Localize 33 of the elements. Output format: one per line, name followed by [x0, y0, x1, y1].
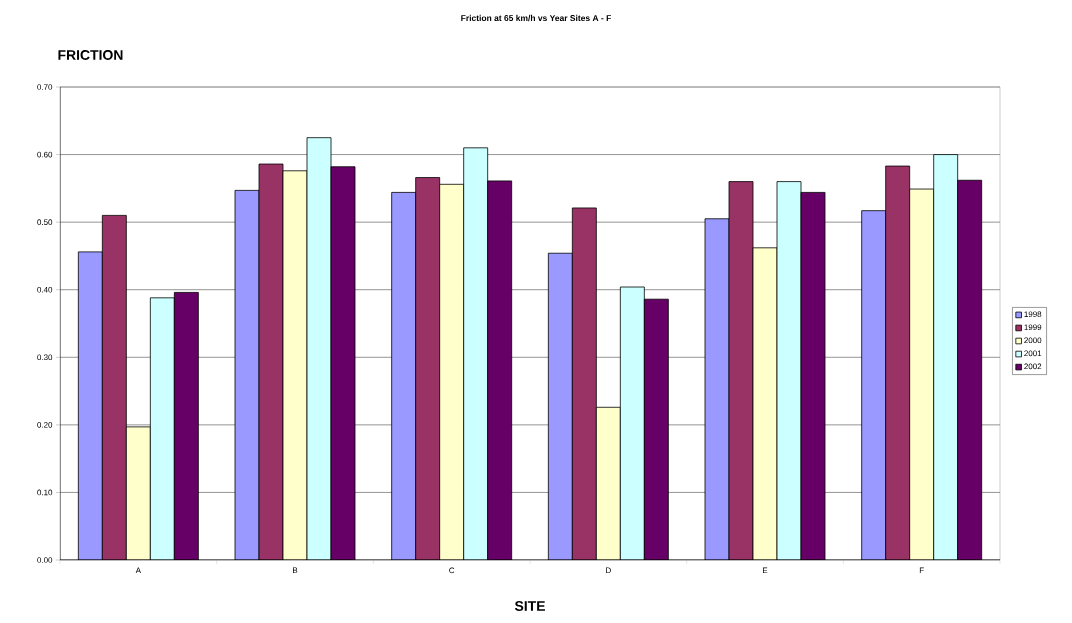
- bar: [331, 166, 355, 560]
- bar: [283, 170, 307, 560]
- bar: [174, 292, 199, 560]
- bar: [391, 192, 416, 560]
- bar: [933, 154, 959, 560]
- bar: [439, 184, 464, 560]
- bar: [487, 180, 512, 560]
- bar: [705, 218, 730, 560]
- bar: [596, 407, 621, 560]
- bar: [620, 287, 645, 560]
- chart-title: Friction at 65 km/h vs Year Sites A - F: [461, 14, 611, 22]
- x-axis-title: SITE: [514, 601, 545, 611]
- bar: [548, 253, 573, 560]
- bar: [126, 426, 151, 560]
- bar: [463, 147, 488, 560]
- bar: [102, 215, 127, 560]
- bar: [235, 190, 259, 560]
- bar: [644, 299, 669, 560]
- bar: [307, 137, 331, 560]
- bar: [801, 192, 826, 560]
- bar: [957, 179, 983, 560]
- bar: [885, 165, 911, 560]
- bar: [150, 297, 175, 560]
- bar: [861, 210, 887, 560]
- bar: [753, 247, 778, 560]
- bar: [415, 177, 440, 560]
- y-axis-title: FRICTION: [58, 50, 123, 60]
- bar: [729, 181, 754, 560]
- bar: [78, 251, 103, 560]
- bar: [259, 164, 283, 560]
- bar: [777, 181, 802, 560]
- bar: [572, 207, 597, 560]
- bar: [909, 188, 935, 560]
